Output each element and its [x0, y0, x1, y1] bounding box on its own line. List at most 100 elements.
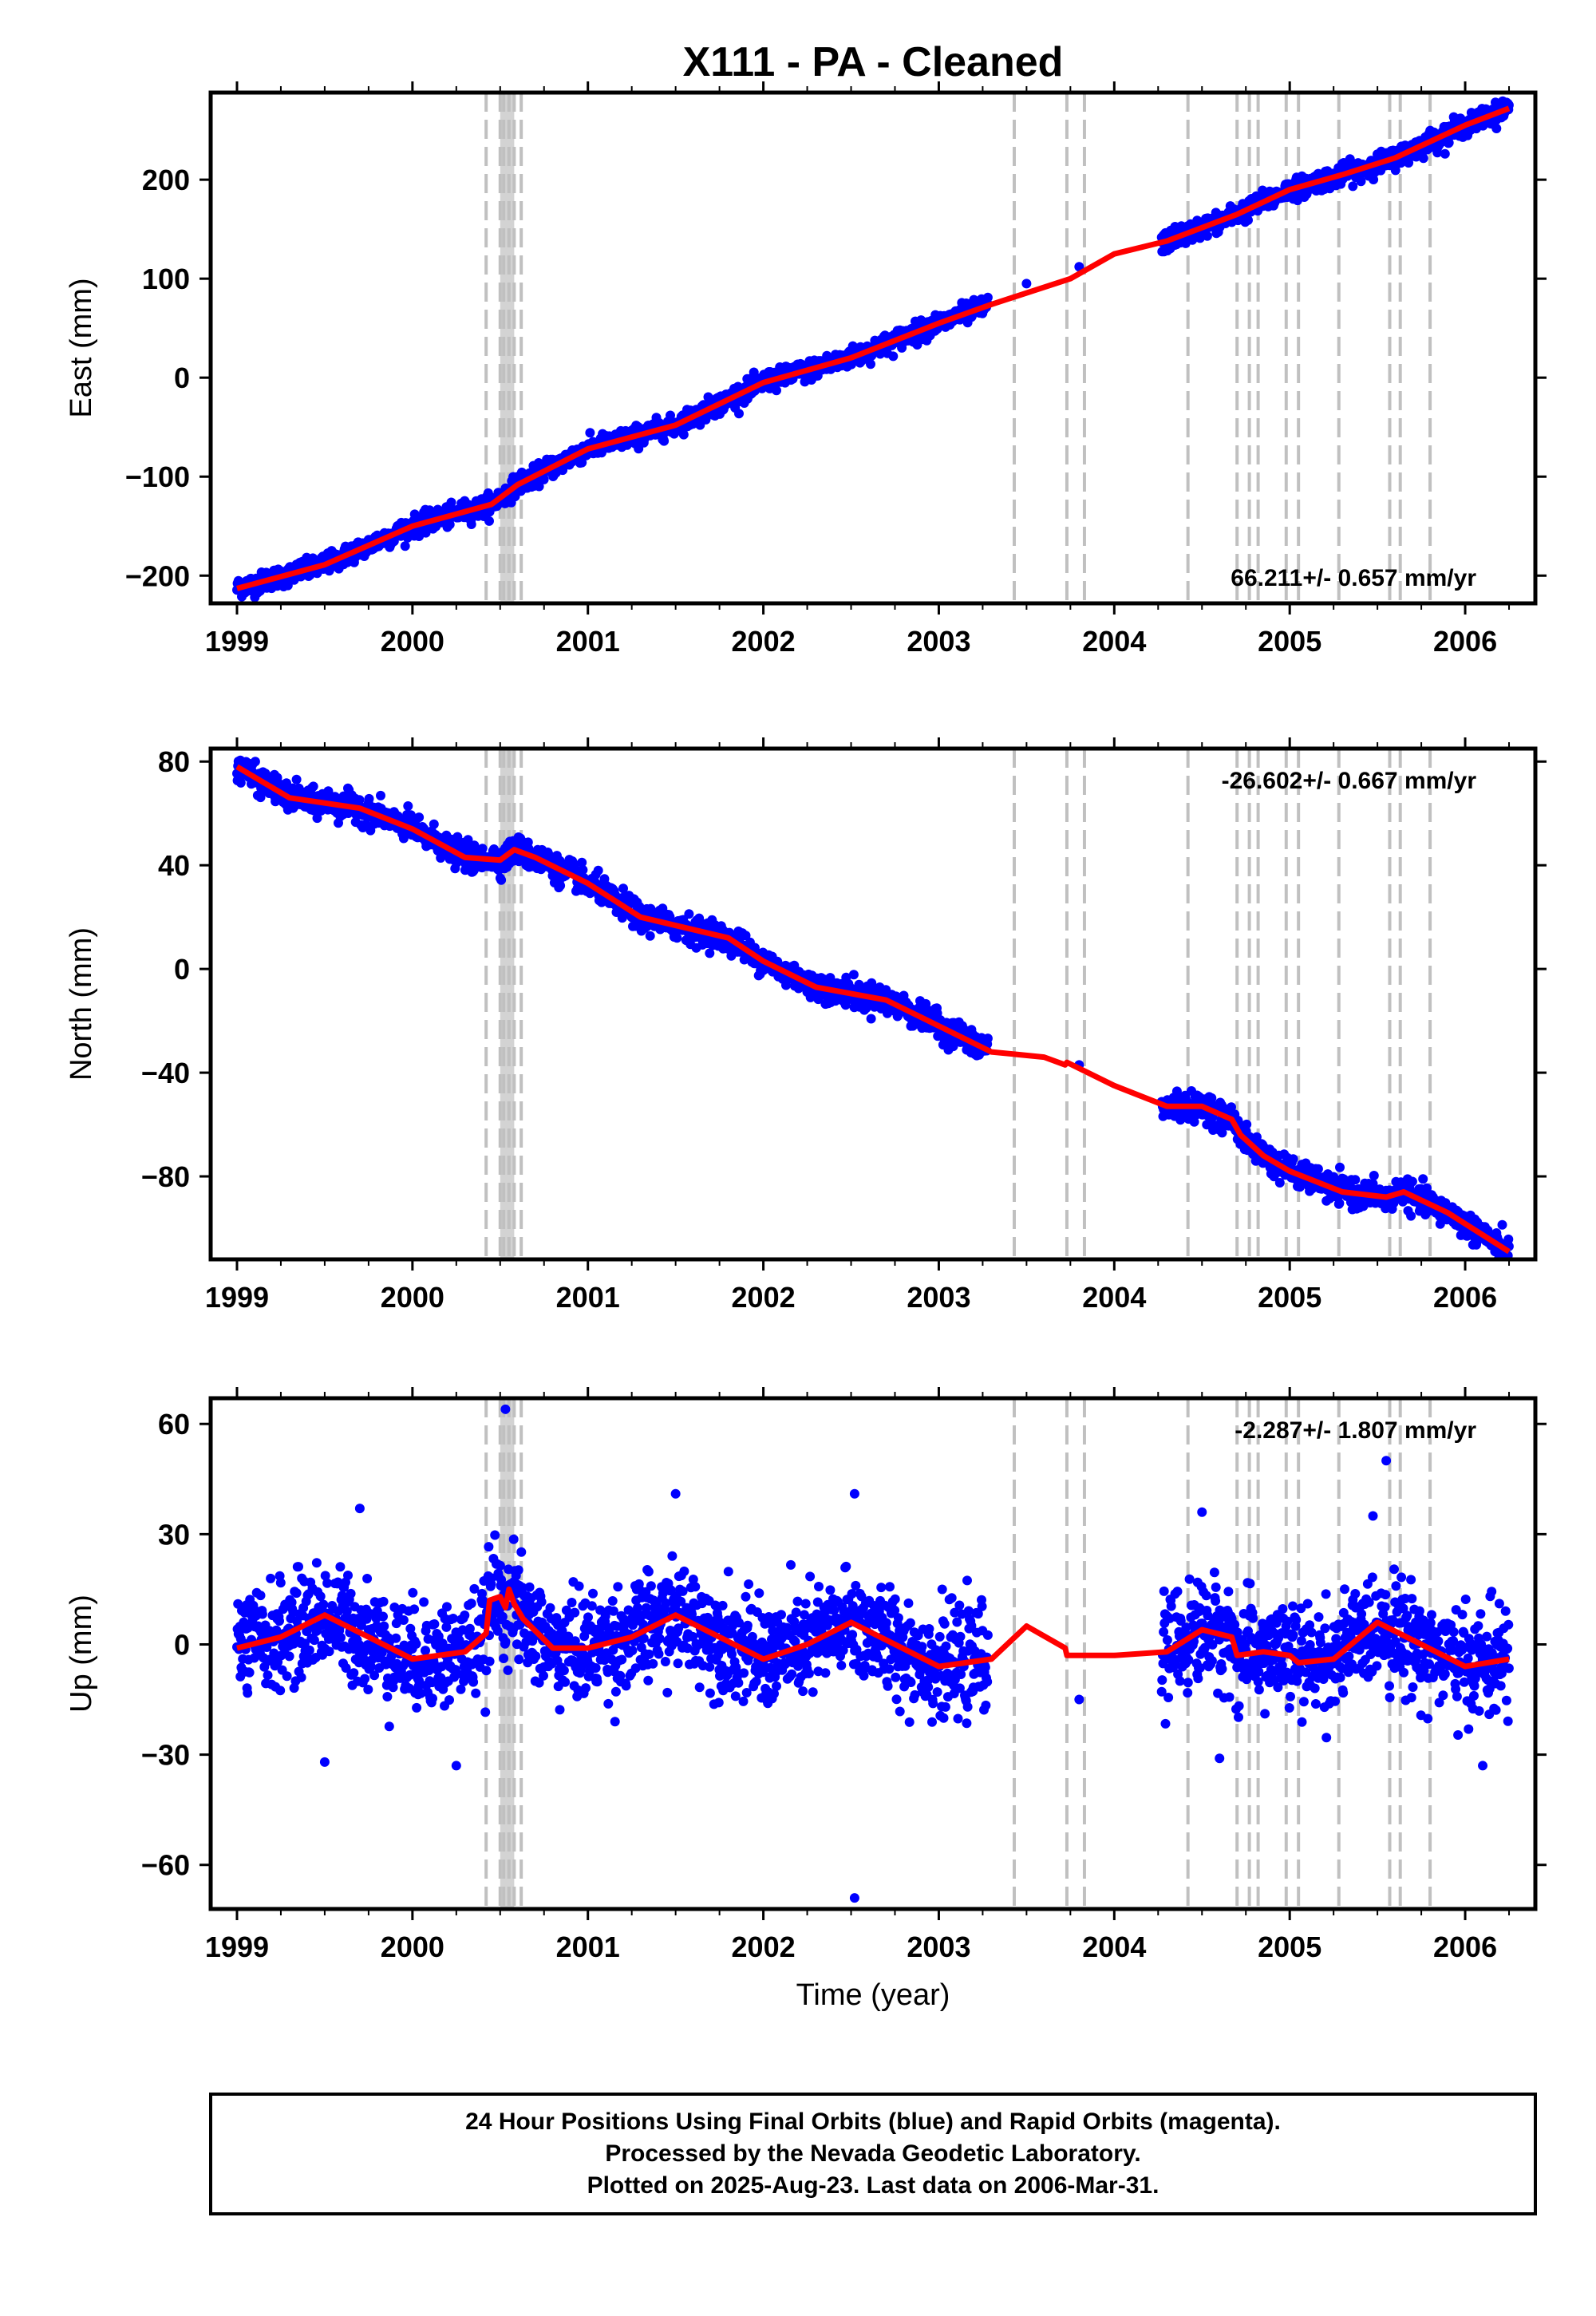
east-point [888, 351, 899, 362]
east-ytick-label: 100 [142, 263, 190, 295]
north-point [1422, 1183, 1432, 1193]
north-point [364, 793, 374, 804]
north-point [1217, 1128, 1227, 1138]
north-point [312, 813, 322, 824]
east-point [1243, 215, 1253, 225]
up-point [243, 1688, 253, 1698]
east-point [446, 497, 456, 508]
east-point [421, 528, 431, 538]
up-point [282, 1671, 292, 1682]
north-point [1407, 1176, 1417, 1187]
east-point [484, 516, 494, 526]
north-point [1242, 1119, 1252, 1129]
up-point [309, 1635, 319, 1646]
east-axes-frame [208, 90, 1538, 606]
east-plot-area [232, 93, 1514, 603]
up-point [291, 1588, 302, 1599]
north-point [452, 832, 463, 842]
up-point [284, 1651, 294, 1662]
north-point [235, 777, 246, 788]
north-ytick-label: 0 [174, 953, 190, 986]
north-point [1503, 1234, 1514, 1244]
north-point [866, 1014, 876, 1024]
east-point [400, 541, 410, 551]
up-point [311, 1558, 322, 1568]
east-point [734, 409, 744, 419]
north-ytick-label: −40 [141, 1057, 190, 1089]
east-xtick-label: 1999 [205, 625, 269, 658]
north-xtick-label: 2005 [1258, 1281, 1321, 1314]
north-xtick-label: 2006 [1433, 1281, 1497, 1314]
north-point [848, 970, 859, 980]
up-point [296, 1672, 306, 1682]
up-point [257, 1609, 267, 1619]
north-axes-frame [208, 746, 1538, 1262]
north-point [741, 931, 751, 941]
north-xtick-label: 2000 [381, 1281, 444, 1314]
east-xtick-label: 2005 [1258, 625, 1321, 658]
up-point [302, 1626, 312, 1637]
north-rate-label: -26.602+/- 0.667 mm/yr [1222, 768, 1477, 794]
north-point [618, 883, 628, 894]
east-xtick-label: 2003 [907, 625, 970, 658]
panel-east: 1999 2000 2001 2002 2003 2004 2005 2006−200−100… [65, 81, 1547, 658]
east-rate-label: 66.211+/- 0.657 mm/yr [1231, 565, 1476, 591]
north-xtick-label: 2003 [907, 1281, 970, 1314]
north-ytick-label: −80 [141, 1160, 190, 1193]
east-point [1404, 158, 1414, 168]
north-point [1334, 1198, 1345, 1208]
panel-north: 1999 2000 2001 2002 2003 2004 2005 2006−80−4004… [65, 737, 1547, 1314]
north-point [291, 774, 302, 785]
figure-title: X111 - PA - Cleaned [683, 39, 1064, 85]
north-data-points [232, 755, 1514, 1259]
up-point [255, 1591, 266, 1601]
north-point [1418, 1174, 1428, 1184]
north-xtick-label: 2001 [556, 1281, 620, 1314]
north-point [1313, 1164, 1323, 1174]
north-point [272, 773, 282, 783]
east-point [1440, 148, 1450, 159]
east-point [534, 481, 544, 492]
east-point [1021, 279, 1032, 289]
east-point [1444, 137, 1454, 148]
east-xtick-label: 2004 [1082, 625, 1146, 658]
east-point [703, 392, 713, 402]
east-point [1356, 176, 1366, 187]
north-point [1335, 1162, 1345, 1172]
north-point [672, 933, 682, 943]
east-point [772, 385, 781, 396]
up-point [275, 1686, 286, 1696]
east-xtick-label: 2001 [556, 625, 620, 658]
north-ytick-label: 80 [158, 745, 190, 778]
north-point [414, 812, 425, 823]
east-point [444, 520, 455, 530]
up-point [275, 1578, 286, 1588]
east-point [678, 429, 689, 440]
up-point [263, 1670, 273, 1681]
east-point [466, 520, 476, 529]
north-point [429, 819, 439, 829]
north-point [684, 909, 694, 919]
north-xtick-label: 2002 [732, 1281, 796, 1314]
east-point [585, 428, 595, 438]
north-point [1497, 1219, 1507, 1230]
east-point [659, 436, 670, 446]
east-ytick-label: −200 [125, 559, 190, 592]
north-point [496, 875, 507, 885]
north-point [555, 880, 566, 891]
north-point [1368, 1179, 1378, 1189]
north-point [1288, 1154, 1298, 1164]
up-point [315, 1591, 326, 1602]
north-xtick-label: 2004 [1082, 1281, 1146, 1314]
north-y-axis-label: North (mm) [65, 927, 98, 1081]
north-point [1503, 1251, 1513, 1259]
north-point [705, 948, 715, 958]
up-point [275, 1616, 284, 1626]
north-point [1350, 1175, 1361, 1185]
up-point [262, 1642, 272, 1652]
panel-up: 1999 2000 2001 2002 2003 2004 2005 2006−60−3003… [65, 1387, 1547, 2012]
north-model-line [235, 764, 1511, 1255]
north-xtick-label: 1999 [205, 1281, 269, 1314]
north-point [477, 844, 488, 854]
